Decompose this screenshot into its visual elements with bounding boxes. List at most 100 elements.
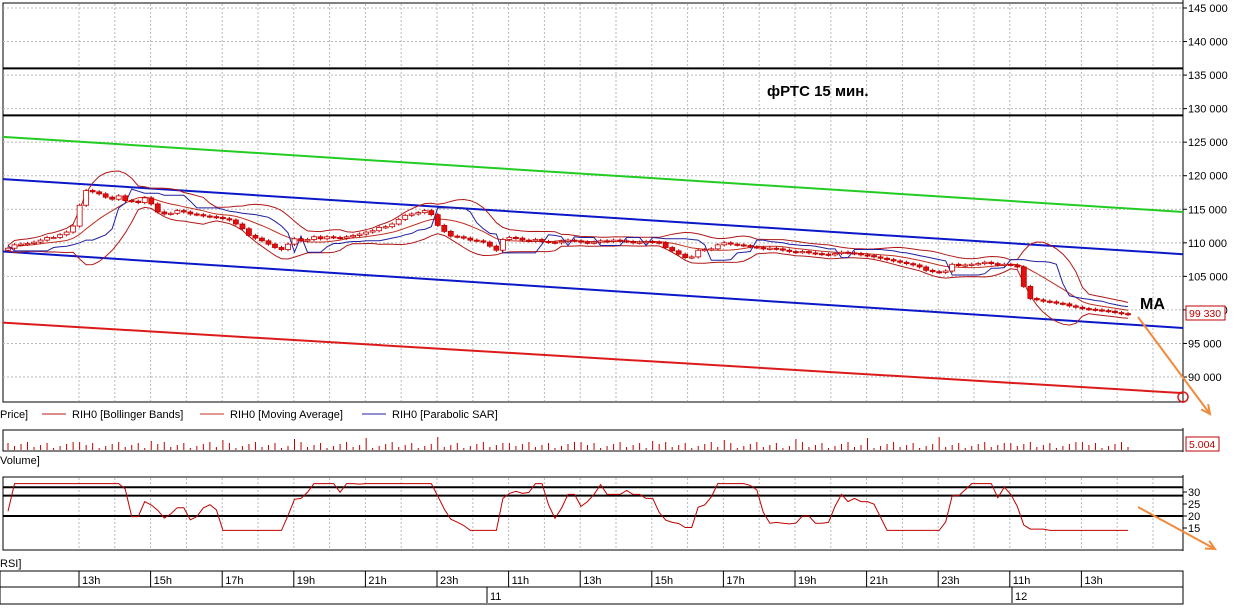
price-tick-label: 120 000 <box>1188 171 1228 183</box>
candle <box>623 240 630 243</box>
candle <box>513 237 519 240</box>
candle <box>219 216 226 220</box>
bollinger-upper-line <box>7 170 1129 303</box>
candle <box>376 226 383 232</box>
candle <box>161 211 168 215</box>
candle <box>343 236 350 239</box>
candle <box>486 241 493 247</box>
price-tick-label: 105 000 <box>1188 271 1228 283</box>
time-tick-label: 13h <box>1084 575 1102 587</box>
candle <box>819 253 825 256</box>
candle <box>356 233 363 236</box>
candle <box>1105 310 1112 313</box>
volume-bars <box>7 437 1129 450</box>
price-forecast-arrow <box>1137 316 1211 415</box>
candle <box>910 263 917 266</box>
candle <box>1020 266 1027 287</box>
candle <box>734 243 741 246</box>
candle <box>317 236 324 240</box>
price-tick-label: 110 000 <box>1188 238 1227 250</box>
candle <box>851 252 858 255</box>
candle <box>877 256 884 259</box>
candle <box>402 214 409 220</box>
candle <box>558 241 565 244</box>
day-tick-label: 11 <box>490 591 501 603</box>
candle <box>50 237 57 240</box>
candle <box>838 251 845 254</box>
channel-line <box>2 178 1184 256</box>
candle <box>662 242 669 248</box>
candle <box>942 270 949 273</box>
candle <box>122 195 129 201</box>
channel-line <box>2 135 1184 213</box>
candle <box>858 253 864 256</box>
candle <box>369 230 376 233</box>
legend-parabolic-sar: RIH0 [Parabolic SAR] <box>392 409 498 421</box>
time-tick-label: 19h <box>297 575 315 587</box>
candle <box>994 263 1001 266</box>
candle <box>5 247 11 251</box>
candle <box>773 247 780 250</box>
candle <box>272 243 278 248</box>
candle <box>473 239 480 242</box>
volume-panel-frame <box>2 429 1184 452</box>
candle <box>747 245 754 248</box>
candle <box>1059 302 1066 305</box>
time-tick-label: 21h <box>870 575 888 587</box>
candle <box>102 193 109 198</box>
candle <box>24 243 31 246</box>
candle <box>278 247 285 250</box>
candle <box>721 242 728 246</box>
candle <box>180 210 187 213</box>
candle <box>675 250 682 255</box>
candle <box>929 269 936 273</box>
candle <box>1027 286 1034 299</box>
candle <box>441 224 448 232</box>
candle <box>669 247 676 252</box>
candle <box>1014 264 1021 268</box>
candle <box>604 240 610 243</box>
candle <box>617 239 623 242</box>
candle <box>1099 309 1105 312</box>
candle <box>649 241 656 244</box>
time-tick-label: 15h <box>154 575 172 587</box>
indicator-lines <box>7 170 1129 326</box>
rsi-tick-label: 20 <box>1188 511 1200 523</box>
forecast-arrows <box>1137 316 1218 551</box>
candle <box>949 263 956 272</box>
candle <box>18 243 24 246</box>
candle <box>793 251 799 254</box>
candle <box>11 244 18 249</box>
candle <box>1086 308 1092 311</box>
candle <box>740 244 747 247</box>
candle <box>363 231 370 235</box>
legend-bollinger: RIH0 [Bollinger Bands] <box>72 409 183 421</box>
candle <box>285 243 291 250</box>
candle <box>57 234 63 238</box>
candles <box>5 188 1131 317</box>
candle <box>304 239 311 242</box>
candle <box>884 257 890 260</box>
candle <box>760 247 767 250</box>
candle <box>571 239 578 242</box>
candle <box>76 204 83 227</box>
candle <box>1001 263 1008 266</box>
candle <box>786 249 793 252</box>
legend-moving-average: RIH0 [Moving Average] <box>230 409 343 421</box>
candle <box>83 190 90 206</box>
candle <box>389 223 396 228</box>
candle <box>545 241 552 244</box>
candle <box>330 236 337 239</box>
rsi-line <box>7 483 1128 531</box>
candle <box>206 215 213 218</box>
candle <box>115 195 122 200</box>
price-tick-label: 90 000 <box>1188 372 1222 384</box>
legend-rsi: RSI] <box>0 558 21 570</box>
bollinger-lower-line <box>7 206 1129 326</box>
candle <box>128 200 135 203</box>
price-forecast-arrow-head <box>1200 403 1212 416</box>
time-tick-label: 21h <box>368 575 386 587</box>
candle <box>903 261 910 265</box>
